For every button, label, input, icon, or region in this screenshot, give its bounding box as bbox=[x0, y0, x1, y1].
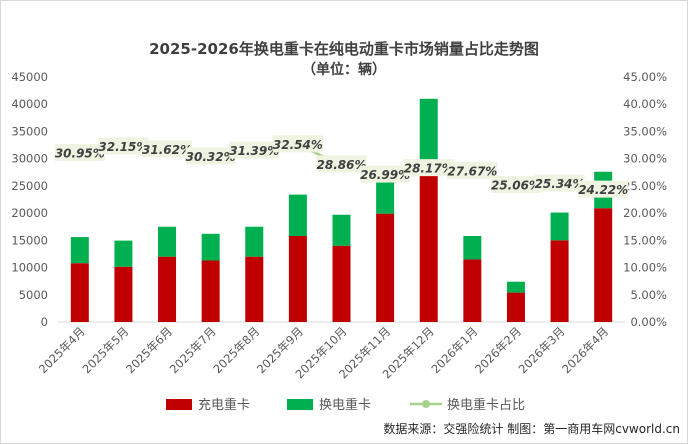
bar-swap bbox=[550, 212, 569, 241]
ratio-label-bg bbox=[578, 180, 629, 198]
y-right-tick-label: 45.00% bbox=[623, 70, 667, 84]
bar-charge bbox=[288, 235, 307, 322]
ratio-label-bg bbox=[316, 155, 367, 173]
chart-subtitle: （单位：辆） bbox=[302, 62, 386, 78]
y-left-tick-label: 40000 bbox=[11, 97, 48, 111]
bar-charge bbox=[506, 292, 525, 322]
x-tick-label: 2026年3月 bbox=[516, 324, 568, 376]
y-left-tick-label: 0 bbox=[41, 315, 48, 329]
data-labels-layer: 30.95%32.15%31.62%30.32%31.39%32.54% 28.8… bbox=[54, 135, 629, 198]
y-left-tick-label: 20000 bbox=[11, 206, 48, 220]
ratio-data-label: 26.99% bbox=[360, 168, 410, 182]
bar-swap bbox=[288, 194, 307, 236]
ratio-data-label: 24.22% bbox=[578, 183, 628, 197]
ratio-data-label: 31.62% bbox=[142, 143, 192, 157]
bar-charge bbox=[70, 263, 89, 322]
legend-label-ratio: 换电重卡占比 bbox=[447, 397, 525, 413]
x-tick-label: 2025年5月 bbox=[80, 324, 132, 376]
ratio-data-label: 28.17% bbox=[404, 162, 454, 176]
y-right-tick-label: 0.00% bbox=[630, 315, 667, 329]
bar-swap bbox=[419, 98, 438, 175]
ratio-data-label: 30.32% bbox=[186, 150, 236, 164]
x-tick-label: 2025年7月 bbox=[167, 324, 219, 376]
y-right-tick-label: 15.00% bbox=[623, 233, 667, 247]
chart-title: 2025-2026年换电重卡在纯电动重卡市场销量占比走势图 bbox=[149, 40, 539, 58]
bar-charge bbox=[594, 208, 613, 322]
legend-label-charge: 充电重卡 bbox=[198, 397, 250, 413]
x-tick-label: 2025年4月 bbox=[36, 324, 88, 376]
y-right-tick-label: 30.00% bbox=[623, 152, 667, 166]
y-right-tick-label: 20.00% bbox=[623, 206, 667, 220]
ratio-label-bg bbox=[142, 140, 193, 158]
bar-swap bbox=[114, 240, 133, 267]
bar-charge bbox=[550, 240, 569, 322]
ratio-data-label: 28.86% bbox=[317, 158, 367, 172]
y-right-tick-label: 40.00% bbox=[623, 97, 667, 111]
bar-charge bbox=[201, 260, 220, 322]
legend-swatch-ratio-marker bbox=[422, 400, 430, 408]
ratio-label-bg bbox=[534, 174, 585, 192]
ratio-label-bg bbox=[272, 135, 323, 153]
y-left-tick-label: 10000 bbox=[11, 261, 48, 275]
x-tick-label: 2025年8月 bbox=[210, 324, 262, 376]
bar-swap bbox=[245, 226, 264, 257]
bar-charge bbox=[463, 259, 482, 322]
y-left-tick-label: 25000 bbox=[11, 179, 48, 193]
bar-swap bbox=[70, 237, 89, 264]
x-tick-label: 2025年6月 bbox=[123, 324, 175, 376]
ratio-data-label: 31.39% bbox=[229, 144, 279, 158]
y-right-tick-label: 35.00% bbox=[623, 124, 667, 138]
x-tick-label: 2026年1月 bbox=[428, 324, 480, 376]
legend: 充电重卡 换电重卡 换电重卡占比 bbox=[166, 397, 525, 413]
ratio-label-bg bbox=[54, 143, 105, 161]
y-right-tick-label: 5.00% bbox=[630, 288, 667, 302]
x-tick-label: 2026年4月 bbox=[559, 324, 611, 376]
bar-swap bbox=[332, 214, 351, 246]
bar-charge bbox=[245, 256, 264, 322]
ratio-label-bg bbox=[360, 165, 411, 183]
bar-swap bbox=[463, 235, 482, 260]
ratio-data-label: 30.95% bbox=[55, 146, 105, 160]
bar-charge bbox=[332, 245, 351, 322]
ratio-data-label: 32.15% bbox=[98, 140, 148, 154]
bar-charge bbox=[114, 266, 133, 322]
ratio-label-bg bbox=[490, 176, 541, 194]
y-left-tick-label: 5000 bbox=[19, 288, 48, 302]
bar-charge bbox=[376, 213, 395, 322]
legend-label-swap: 换电重卡 bbox=[319, 397, 371, 413]
ratio-data-label: 25.06% bbox=[491, 179, 541, 193]
ratio-label-bg bbox=[185, 147, 236, 165]
bar-swap bbox=[158, 226, 177, 257]
ratio-label-bg bbox=[229, 141, 280, 159]
legend-swatch-charge bbox=[166, 399, 192, 410]
bar-charge bbox=[158, 256, 177, 322]
source-note: 数据来源：交强险统计 制图：第一商用车网cvworld.cn bbox=[383, 422, 680, 436]
y-left-tick-label: 15000 bbox=[11, 233, 48, 247]
bar-swap bbox=[201, 233, 220, 261]
y-right-tick-label: 10.00% bbox=[623, 261, 667, 275]
ratio-data-label: 25.34% bbox=[535, 177, 585, 191]
ratio-label-bg bbox=[98, 137, 149, 155]
bar-charge bbox=[419, 175, 438, 322]
y-left-tick-label: 30000 bbox=[11, 152, 48, 166]
x-tick-label: 2026年2月 bbox=[472, 324, 524, 376]
y-left-tick-label: 45000 bbox=[11, 70, 48, 84]
y-left-tick-label: 35000 bbox=[11, 124, 48, 138]
bars-layer bbox=[70, 98, 613, 322]
bar-swap bbox=[506, 281, 525, 293]
ratio-label-bg bbox=[403, 159, 454, 177]
bar-swap bbox=[376, 173, 395, 214]
y-right-tick-label: 25.00% bbox=[623, 179, 667, 193]
ratio-label-bg bbox=[447, 161, 498, 179]
ratio-data-label: 32.54% bbox=[273, 138, 323, 152]
legend-swatch-swap bbox=[287, 399, 313, 410]
ratio-data-label: 27.67% bbox=[447, 164, 497, 178]
